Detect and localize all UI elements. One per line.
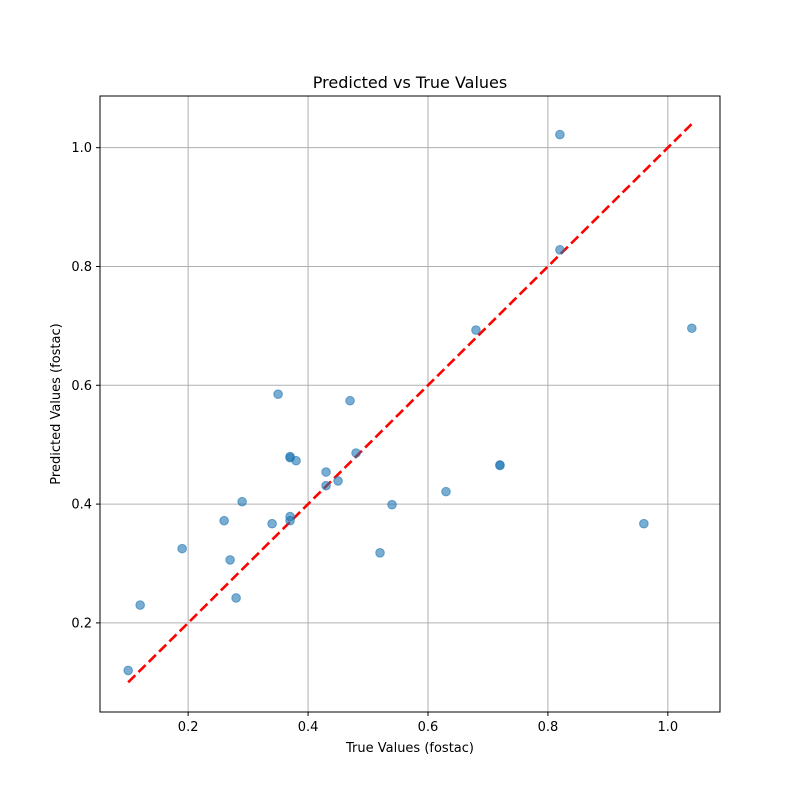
- x-axis-ticks: 0.2 0.4 0.6 0.8 1.0: [178, 712, 678, 735]
- data-point: [555, 245, 565, 255]
- data-point: [333, 476, 343, 486]
- y-tick-label: 0.6: [71, 379, 92, 394]
- data-point: [441, 486, 451, 497]
- y-tick-label: 0.8: [71, 260, 92, 275]
- data-point: [135, 600, 145, 610]
- plot-frame: [99, 95, 721, 713]
- reference-line-group: [127, 122, 693, 684]
- data-point: [225, 555, 235, 565]
- x-tick-label: 0.8: [538, 720, 559, 735]
- data-point: [387, 499, 397, 510]
- data-point: [273, 389, 283, 399]
- data-point: [345, 395, 355, 406]
- y-tick-label: 0.2: [71, 616, 92, 631]
- y-tick-label: 1.0: [71, 141, 92, 156]
- data-point: [495, 460, 505, 471]
- data-point: [177, 543, 187, 554]
- x-tick-label: 1.0: [657, 720, 678, 735]
- gridlines: [100, 96, 720, 712]
- data-point: [555, 129, 565, 140]
- data-point: [351, 448, 361, 458]
- data-point: [471, 325, 481, 335]
- data-point: [291, 455, 301, 466]
- x-tick-label: 0.4: [298, 720, 319, 735]
- data-point: [285, 511, 295, 522]
- x-tick-label: 0.6: [418, 720, 439, 735]
- x-tick-label: 0.2: [178, 720, 199, 735]
- data-point: [267, 518, 277, 529]
- data-point: [375, 548, 385, 558]
- x-axis-label: True Values (fostac): [345, 741, 474, 756]
- data-point: [687, 323, 697, 334]
- data-point: [321, 467, 331, 477]
- data-point: [219, 515, 229, 526]
- data-point: [321, 480, 331, 491]
- data-point: [639, 518, 649, 529]
- y-tick-label: 0.4: [71, 498, 92, 513]
- data-point: [237, 496, 247, 507]
- chart-title: Predicted vs True Values: [313, 73, 507, 92]
- y-axis-label: Predicted Values (fostac): [49, 323, 64, 484]
- data-point: [231, 593, 241, 603]
- y-axis-ticks: 0.2 0.4 0.6 0.8 1.0: [71, 141, 100, 631]
- reference-line: [127, 122, 693, 684]
- data-points: [123, 129, 697, 676]
- data-point: [123, 665, 133, 676]
